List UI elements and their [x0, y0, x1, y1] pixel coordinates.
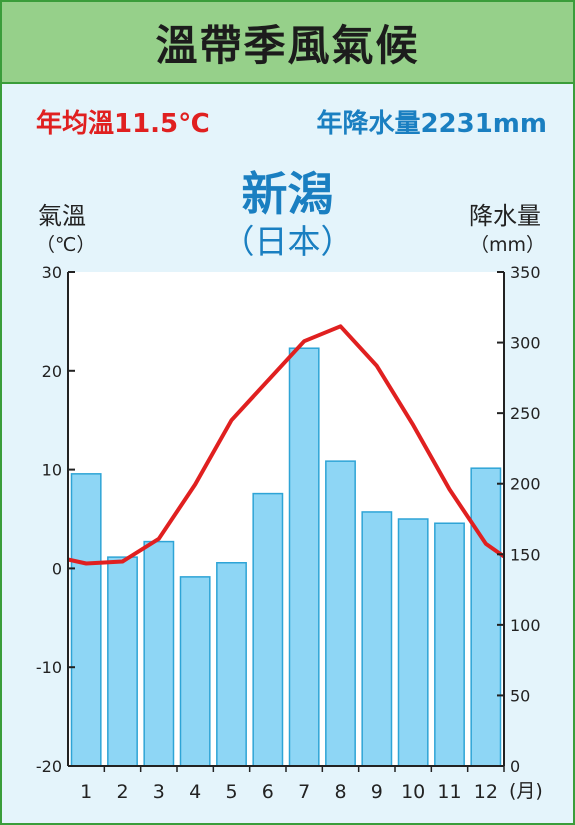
temperature-line	[67, 324, 506, 566]
plot-area	[68, 272, 504, 766]
precipitation-bar-2	[107, 556, 138, 767]
right-tick-label: 350	[510, 263, 541, 282]
left-tick-label: 20	[42, 362, 62, 381]
month-label-12: 12	[474, 781, 498, 803]
month-label-4: 4	[189, 781, 201, 803]
right-tick-label: 250	[510, 404, 541, 423]
chart-title: 溫帶季風氣候	[155, 20, 420, 70]
precipitation-bar-5	[216, 562, 247, 767]
annual-precipitation: 年降水量2231mm	[316, 109, 547, 139]
precipitation-bar-10	[397, 518, 429, 767]
precipitation-bar-11	[434, 522, 465, 767]
right-tick-label: 0	[510, 757, 520, 776]
right-tick-label: 50	[510, 686, 530, 705]
right-axis-unit: （mm）	[469, 234, 545, 256]
temperature-line-layer	[67, 324, 506, 566]
city-name: 新潟	[241, 167, 334, 221]
left-tick-label: 0	[52, 559, 62, 578]
month-label-11: 11	[437, 781, 461, 803]
precipitation-bar-3	[143, 540, 175, 767]
month-label-10: 10	[401, 781, 425, 803]
month-label-3: 3	[153, 781, 165, 803]
month-unit-label: (月)	[509, 780, 543, 802]
month-label-7: 7	[298, 781, 310, 803]
month-label-9: 9	[371, 781, 383, 803]
precipitation-bar-9	[361, 511, 393, 767]
precipitation-bar-12	[470, 467, 502, 767]
precipitation-bars	[70, 347, 502, 767]
right-tick-label: 200	[510, 475, 541, 494]
precipitation-bar-8	[325, 460, 356, 767]
right-axis-title: 降水量	[469, 202, 541, 230]
month-label-2: 2	[116, 781, 128, 803]
precipitation-bar-1	[70, 473, 102, 767]
left-tick-label: -20	[36, 757, 62, 776]
left-tick-label: -10	[36, 658, 62, 677]
month-label-1: 1	[80, 781, 92, 803]
precipitation-bar-7	[288, 347, 320, 767]
right-tick-label: 100	[510, 616, 541, 635]
month-label-8: 8	[334, 781, 346, 803]
left-tick-label: 30	[42, 263, 62, 282]
left-tick-label: 10	[42, 461, 62, 480]
precipitation-bar-4	[179, 576, 211, 767]
month-label-5: 5	[225, 781, 237, 803]
left-axis-unit: （℃）	[36, 234, 96, 256]
right-tick-label: 150	[510, 545, 541, 564]
annual-mean-temperature: 年均溫11.5℃	[36, 109, 210, 139]
month-label-6: 6	[262, 781, 274, 803]
right-tick-label: 300	[510, 334, 541, 353]
country-name: （日本）	[221, 222, 354, 261]
left-axis-title: 氣溫	[38, 202, 86, 230]
title-band: 溫帶季風氣候	[2, 2, 573, 84]
precipitation-bar-6	[252, 492, 284, 767]
